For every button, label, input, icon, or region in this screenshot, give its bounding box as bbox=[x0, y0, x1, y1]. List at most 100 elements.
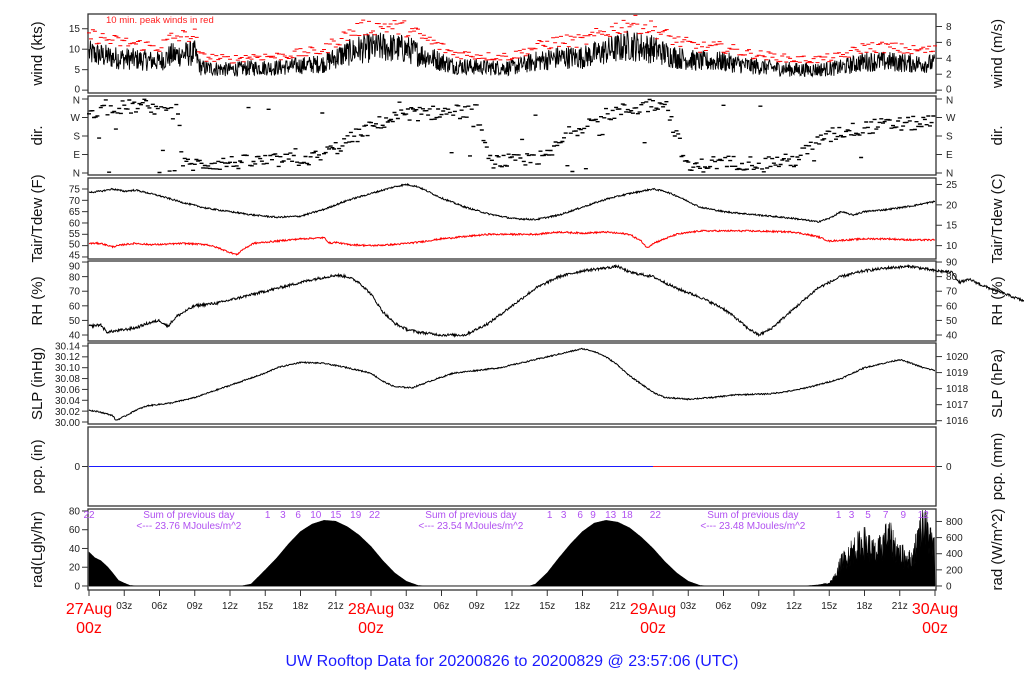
y-tick-label-left: 30.06 bbox=[55, 385, 80, 396]
sun-hour-label: 3 bbox=[280, 510, 286, 521]
panel-frame bbox=[87, 13, 937, 94]
y-tick-label-left: 30.12 bbox=[55, 352, 80, 363]
sun-hour-label: 6 bbox=[295, 510, 301, 521]
y-tick-label-left: 50 bbox=[69, 316, 81, 327]
panel-frame bbox=[87, 177, 937, 260]
y-tick-label-right: 8 bbox=[946, 22, 952, 33]
x-day-hour-label: 00z bbox=[76, 620, 102, 637]
x-tick-label: 12z bbox=[786, 601, 802, 612]
x-tick-label: 03z bbox=[116, 601, 132, 612]
sun-hour-label: 3 bbox=[561, 510, 567, 521]
x-day-label: 27Aug bbox=[66, 601, 112, 618]
y-tick-label-right: 4 bbox=[946, 54, 952, 65]
x-day-hour-label: 00z bbox=[358, 620, 384, 637]
panel-wind bbox=[82, 13, 942, 94]
sun-hour-label: 22 bbox=[369, 510, 381, 521]
y-tick-label-left: N bbox=[73, 96, 80, 107]
y-tick-label-right: 50 bbox=[946, 316, 958, 327]
y-tick-label-left: 5 bbox=[74, 65, 80, 76]
y-tick-label-right: 1016 bbox=[946, 416, 969, 427]
chart-title: UW Rooftop Data for 20200826 to 20200829… bbox=[286, 653, 739, 670]
x-tick-label: 09z bbox=[751, 601, 767, 612]
x-tick-label: 18z bbox=[574, 601, 590, 612]
x-tick-label: 12z bbox=[222, 601, 238, 612]
x-day-label: 28Aug bbox=[348, 601, 394, 618]
y-tick-label-right: 600 bbox=[946, 533, 963, 544]
y-tick-label-left: 70 bbox=[69, 196, 81, 207]
y-tick-label-left: 60 bbox=[69, 218, 81, 229]
y-tick-label-right: W bbox=[946, 113, 956, 124]
y-axis-label-right: pcp. (mm) bbox=[989, 433, 1006, 501]
y-axis-label-left: wind (kts) bbox=[29, 21, 46, 86]
rh-series-0 bbox=[88, 263, 1024, 338]
sun-hour-label: 22 bbox=[650, 510, 662, 521]
x-tick-label: 21z bbox=[892, 601, 908, 612]
y-tick-label-right: 0 bbox=[946, 582, 952, 593]
sun-hour-label: 3 bbox=[849, 510, 855, 521]
x-tick-label: 18z bbox=[292, 601, 308, 612]
y-axis-label-left: rad(Lgly/hr) bbox=[29, 511, 46, 588]
sun-hour-label: 18 bbox=[622, 510, 634, 521]
y-tick-label-right: 90 bbox=[946, 258, 958, 269]
y-tick-label-right: N bbox=[946, 169, 953, 180]
y-tick-label-right: 10 bbox=[946, 241, 958, 252]
y-tick-label-left: 90 bbox=[69, 261, 81, 272]
x-tick-label: 21z bbox=[328, 601, 344, 612]
sun-hour-label: 9 bbox=[900, 510, 906, 521]
peak-wind-marks bbox=[87, 14, 937, 64]
y-tick-label-right: 20 bbox=[946, 200, 958, 211]
y-tick-label-left: 55 bbox=[69, 229, 81, 240]
y-tick-label-left: 65 bbox=[69, 207, 81, 218]
sun-hour-label: 13 bbox=[605, 510, 617, 521]
x-tick-label: 21z bbox=[610, 601, 626, 612]
y-tick-label-left: 15 bbox=[69, 24, 81, 35]
daily-sum-label: Sum of previous day bbox=[143, 510, 234, 521]
y-tick-label-left: 30.04 bbox=[55, 396, 80, 407]
y-tick-label-left: 30.08 bbox=[55, 374, 80, 385]
x-tick-label: 09z bbox=[187, 601, 203, 612]
y-tick-label-left: 10 bbox=[69, 45, 81, 56]
y-tick-label-right: 800 bbox=[946, 517, 963, 528]
x-day-hour-label: 00z bbox=[922, 620, 948, 637]
daily-sum-value: <--- 23.48 MJoules/m^2 bbox=[700, 521, 805, 532]
y-tick-label-left: 60 bbox=[69, 301, 81, 312]
x-tick-label: 09z bbox=[469, 601, 485, 612]
sun-hour-label: 10 bbox=[310, 510, 322, 521]
x-tick-label: 06z bbox=[715, 601, 731, 612]
y-tick-label-left: 80 bbox=[69, 272, 81, 283]
y-tick-label-left: 50 bbox=[69, 240, 81, 251]
x-tick-label: 03z bbox=[680, 601, 696, 612]
sun-hour-label: 9 bbox=[590, 510, 596, 521]
y-tick-label-right: 400 bbox=[946, 549, 963, 560]
y-axis-label-left: Tair/Tdew (F) bbox=[29, 174, 46, 262]
daily-sum-value: <--- 23.54 MJoules/m^2 bbox=[418, 521, 523, 532]
x-tick-label: 06z bbox=[151, 601, 167, 612]
y-axis-label-right: rad (W/m^2) bbox=[989, 508, 1006, 590]
y-tick-label-right: 6 bbox=[946, 38, 952, 49]
y-tick-label-right: N bbox=[946, 96, 953, 107]
peak-wind-note: 10 min. peak winds in red bbox=[106, 15, 214, 26]
y-tick-label-left: S bbox=[73, 132, 80, 143]
y-tick-label-right: 15 bbox=[946, 221, 958, 232]
x-tick-label: 15z bbox=[821, 601, 837, 612]
sun-hour-label: 5 bbox=[865, 510, 871, 521]
daily-sum-label: Sum of previous day bbox=[707, 510, 798, 521]
wind-speed-line bbox=[88, 30, 935, 78]
y-tick-label-left: 70 bbox=[69, 287, 81, 298]
y-axis-label-left: pcp. (in) bbox=[29, 439, 46, 493]
y-axis-label-left: dir. bbox=[29, 125, 46, 145]
y-tick-label-left: 75 bbox=[69, 185, 81, 196]
x-tick-label: 12z bbox=[504, 601, 520, 612]
daily-sum-label: Sum of previous day bbox=[425, 510, 516, 521]
y-tick-label-left: W bbox=[71, 113, 81, 124]
panel-pcp bbox=[82, 426, 942, 507]
y-tick-label-right: 2 bbox=[946, 70, 952, 81]
y-axis-label-right: SLP (hPa) bbox=[989, 349, 1006, 418]
y-tick-label-right: 1020 bbox=[946, 352, 969, 363]
wind-direction-marks bbox=[87, 98, 936, 174]
y-tick-label-right: 1018 bbox=[946, 384, 969, 395]
x-tick-label: 18z bbox=[856, 601, 872, 612]
y-tick-label-right: 1017 bbox=[946, 400, 969, 411]
x-day-label: 30Aug bbox=[912, 601, 958, 618]
